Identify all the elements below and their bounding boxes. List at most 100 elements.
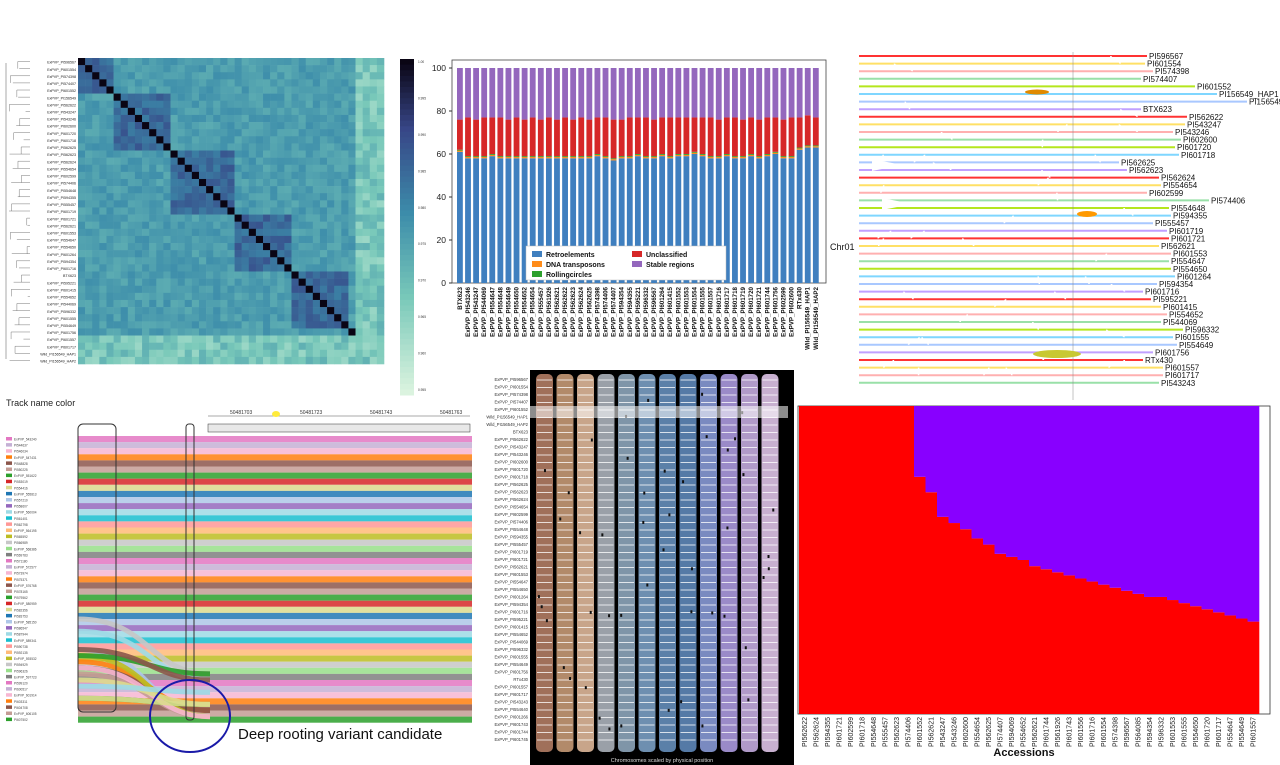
- heatmap-cell: [142, 200, 150, 208]
- heatmap-cell: [362, 93, 371, 101]
- bar-segment-dna-transposons: [545, 157, 552, 159]
- heatmap-row-label: ExPVP_PI562622: [47, 103, 76, 107]
- track-name: PI578165: [14, 590, 28, 594]
- heatmap-cell: [277, 171, 285, 180]
- heatmap-cell: [298, 100, 307, 109]
- bar-segment-stable-regions: [715, 68, 722, 120]
- heatmap-cell: [191, 178, 200, 187]
- chromplot-row-label: ExPVP_PI543246: [494, 452, 528, 457]
- heatmap-cell: [113, 314, 121, 322]
- heatmap-cell: [327, 86, 335, 94]
- heatmap-cell: [184, 79, 193, 87]
- heatmap-cell: [78, 122, 86, 130]
- heatmap-cell: [149, 349, 157, 358]
- heatmap-cell: [220, 349, 228, 358]
- heatmap-cell: [334, 114, 342, 123]
- heatmap-cell: [355, 114, 363, 123]
- heatmap-row-label: ExPVP_PI574398: [47, 75, 76, 79]
- heatmap-cell: [85, 58, 93, 66]
- heatmap-cell: [177, 171, 186, 180]
- heatmap-cell: [113, 143, 121, 151]
- heatmap-cell: [191, 307, 200, 315]
- heatmap-cell: [220, 136, 228, 144]
- x-tick-label: ExPVP_PI562623: [570, 286, 577, 336]
- x-tick-label: PI562623: [894, 717, 901, 747]
- synteny-link: [907, 336, 920, 346]
- heatmap-cell: [248, 243, 257, 251]
- heatmap-cell: [284, 186, 292, 194]
- heatmap-cell: [291, 264, 299, 272]
- variant-mark: [584, 686, 587, 690]
- heatmap-cell: [134, 307, 143, 315]
- heatmap-cell: [334, 349, 342, 358]
- heatmap-cell: [156, 193, 164, 201]
- heatmap-cell: [319, 328, 328, 336]
- heatmap-cell: [85, 107, 93, 116]
- inversion-marker: [872, 159, 902, 171]
- y-tick-label: 100: [432, 63, 446, 73]
- bar-segment-unclassified: [586, 119, 593, 157]
- heatmap-cell: [127, 200, 136, 208]
- x-tick-label: ExPVP_PI554650: [514, 286, 521, 336]
- heatmap-cell: [198, 285, 207, 294]
- bar-segment-absent: [799, 406, 811, 714]
- heatmap-cell: [149, 107, 157, 116]
- heatmap-cell: [142, 321, 150, 329]
- heatmap-cell: [163, 186, 171, 194]
- heatmap-cell: [255, 86, 264, 94]
- x-tick-label: ExPVP_PI555457: [538, 286, 545, 336]
- bar-segment-rollingcircles: [643, 156, 649, 158]
- heatmap-cell: [263, 314, 271, 322]
- bar-segment-present: [1017, 406, 1030, 560]
- heatmap-cell: [213, 143, 221, 151]
- heatmap-row-label: ExPVP_PI574406: [47, 182, 76, 186]
- heatmap-cell: [305, 178, 314, 187]
- heatmap-cell: [241, 107, 250, 116]
- bar-segment-rollingcircles: [457, 149, 463, 151]
- heatmap-cell: [85, 342, 93, 351]
- heatmap-cell: [191, 136, 200, 144]
- heatmap-cell: [198, 193, 207, 201]
- bar-segment-dna-transposons: [788, 157, 795, 159]
- heatmap-row-label: Wild_PI156549_HAP1: [40, 352, 76, 356]
- track-color-swatch: [6, 504, 12, 508]
- chromplot-row-label: ExPVP_PI601718: [494, 475, 528, 480]
- heatmap-cell: [206, 314, 214, 322]
- heatmap-cell: [312, 243, 321, 251]
- bar-segment-unclassified: [715, 119, 722, 157]
- bar-segment-retroelements: [667, 158, 674, 283]
- heatmap-cell: [120, 200, 129, 208]
- heatmap-cell: [170, 72, 178, 80]
- heatmap-cell: [92, 243, 100, 251]
- heatmap-cell: [149, 93, 157, 101]
- heatmap-cell: [184, 285, 193, 294]
- heatmap-cell: [227, 150, 235, 158]
- synteny-label: PI544069: [1163, 318, 1198, 327]
- heatmap-cell: [191, 186, 200, 194]
- heatmap-cell: [142, 65, 150, 73]
- heatmap-cell: [369, 335, 378, 343]
- bar-segment-absent: [845, 406, 857, 714]
- heatmap-cell: [327, 335, 335, 343]
- heatmap-cell: [241, 342, 250, 351]
- heatmap-cell: [142, 228, 150, 237]
- heatmap-cell: [206, 228, 214, 237]
- heatmap-cell: [177, 93, 186, 101]
- synteny-link: [883, 359, 895, 368]
- heatmap-cell: [341, 349, 349, 358]
- heatmap-cell: [248, 271, 257, 279]
- presence-absence-svg: PI562622 PI562624 PI594355 PI601721 PI602599…: [797, 405, 1271, 759]
- track-row: [78, 478, 472, 485]
- heatmap-cell: [99, 193, 107, 201]
- heatmap-cell: [277, 58, 285, 66]
- heatmap-cell: [312, 186, 321, 194]
- variant-mark: [726, 526, 729, 530]
- heatmap-cell: [255, 299, 264, 308]
- track-color-swatch: [6, 546, 12, 551]
- x-tick-label: ExPVP_PI574407: [611, 286, 618, 336]
- heatmap-cell: [213, 321, 221, 329]
- heatmap-cell: [291, 271, 299, 279]
- heatmap-cell: [341, 243, 349, 251]
- bar-segment-rollingcircles: [651, 156, 657, 158]
- heatmap-cell: [149, 356, 157, 365]
